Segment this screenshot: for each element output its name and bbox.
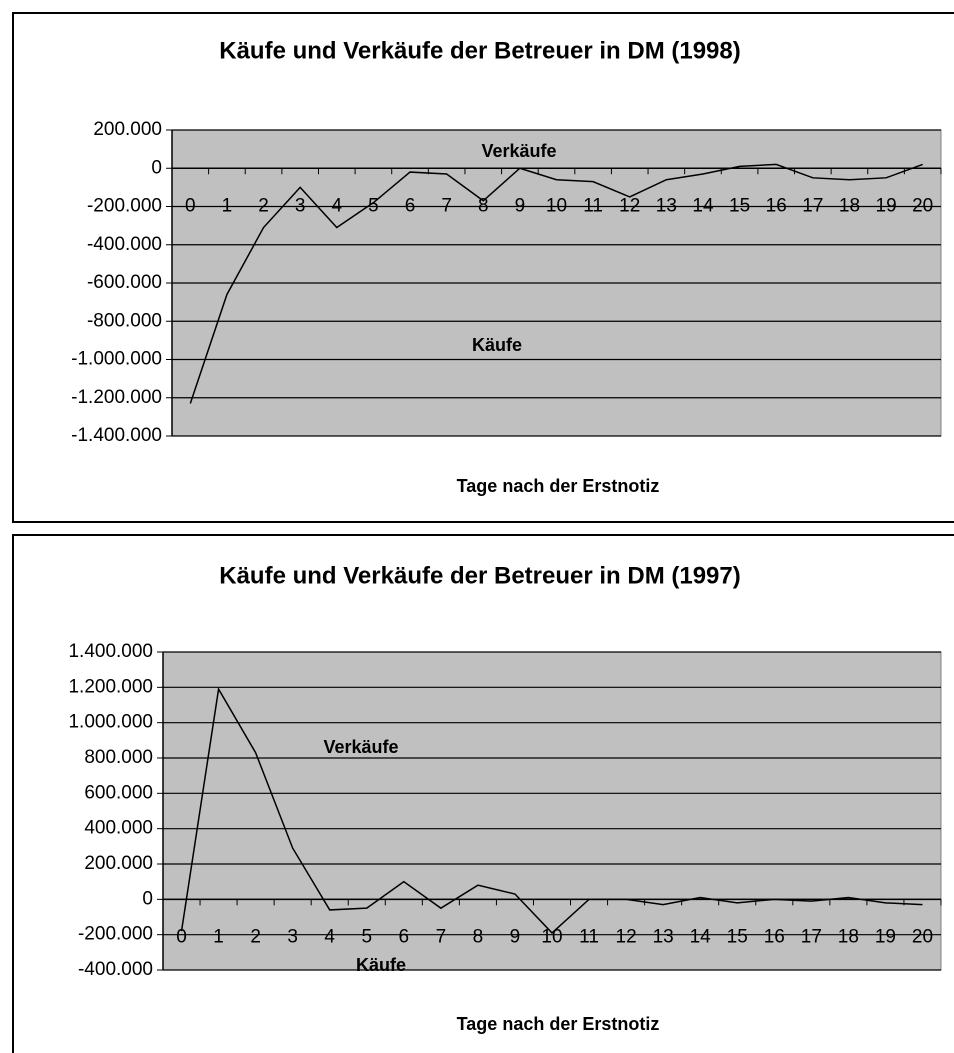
y-tick-label: 200.000 (84, 853, 153, 874)
x-tick-label: 14 (692, 195, 714, 216)
x-tick-label: 15 (727, 926, 748, 947)
x-tick-label: 8 (473, 926, 484, 947)
y-tick-label: -1.400.000 (71, 425, 162, 446)
y-tick-label: 0 (151, 157, 162, 178)
x-tick-label: 7 (441, 195, 452, 216)
x-tick-label: 18 (839, 195, 860, 216)
x-tick-label: 11 (583, 195, 603, 216)
y-tick-label: 600.000 (84, 782, 153, 803)
x-tick-label: 16 (764, 926, 785, 947)
x-tick-label: 6 (399, 926, 410, 947)
annotation: Verkäufe (323, 737, 398, 757)
x-tick-label: 5 (361, 926, 372, 947)
x-tick-label: 20 (912, 926, 933, 947)
x-tick-label: 10 (546, 195, 567, 216)
x-tick-label: 18 (838, 926, 859, 947)
x-tick-label: 19 (876, 195, 897, 216)
x-tick-label: 16 (766, 195, 787, 216)
y-tick-label: 800.000 (84, 747, 153, 768)
x-tick-label: 4 (324, 926, 335, 947)
x-tick-label: 7 (436, 926, 447, 947)
chart-title: Käufe und Verkäufe der Betreuer in DM (1… (219, 37, 740, 64)
x-tick-label: 13 (656, 195, 677, 216)
x-tick-label: 0 (176, 926, 187, 947)
annotation: Verkäufe (481, 141, 556, 161)
x-tick-label: 0 (185, 195, 196, 216)
x-tick-label: 10 (541, 926, 562, 947)
annotation: Käufe (472, 335, 522, 355)
x-tick-label: 3 (287, 926, 298, 947)
x-tick-label: 2 (250, 926, 261, 947)
y-tick-label: 400.000 (84, 818, 153, 839)
y-tick-label: -200.000 (87, 196, 162, 217)
y-tick-label: -400.000 (87, 234, 162, 255)
y-tick-label: -200.000 (78, 924, 153, 945)
y-tick-label: -800.000 (87, 310, 162, 331)
x-tick-label: 13 (653, 926, 674, 947)
x-tick-label: 1 (213, 926, 224, 947)
y-tick-label: -600.000 (87, 272, 162, 293)
chart-title: Käufe und Verkäufe der Betreuer in DM (1… (219, 562, 740, 589)
x-tick-label: 12 (616, 926, 637, 947)
x-tick-label: 19 (875, 926, 896, 947)
data-line (189, 163, 923, 404)
y-tick-label: 1.000.000 (68, 712, 153, 733)
x-tick-label: 1 (222, 195, 233, 216)
y-tick-label: 1.200.000 (68, 676, 153, 697)
x-tick-label: 12 (619, 195, 640, 216)
y-tick-label: 200.000 (93, 119, 162, 140)
y-tick-label: -1.200.000 (71, 387, 162, 408)
x-tick-label: 9 (515, 195, 526, 216)
x-tick-label: 5 (368, 195, 379, 216)
plot-area (162, 651, 942, 971)
x-tick-label: 8 (478, 195, 489, 216)
x-tick-label: 2 (258, 195, 269, 216)
x-axis-label: Tage nach der Erstnotiz (457, 1014, 660, 1034)
x-axis-label: Tage nach der Erstnotiz (457, 476, 660, 496)
x-tick-label: 15 (729, 195, 750, 216)
x-tick-label: 17 (802, 195, 823, 216)
x-tick-label: 20 (912, 195, 933, 216)
y-tick-label: -400.000 (78, 959, 153, 980)
x-tick-label: 17 (801, 926, 822, 947)
data-line (180, 686, 923, 934)
y-tick-label: 1.400.000 (68, 641, 153, 662)
x-tick-label: 3 (295, 195, 306, 216)
annotation: Käufe (356, 955, 406, 975)
x-tick-label: 11 (579, 926, 599, 947)
x-tick-label: 9 (510, 926, 521, 947)
y-tick-label: 0 (142, 888, 153, 909)
x-tick-label: 6 (405, 195, 416, 216)
x-tick-label: 4 (331, 195, 342, 216)
y-tick-label: -1.000.000 (71, 349, 162, 370)
x-tick-label: 14 (690, 926, 712, 947)
